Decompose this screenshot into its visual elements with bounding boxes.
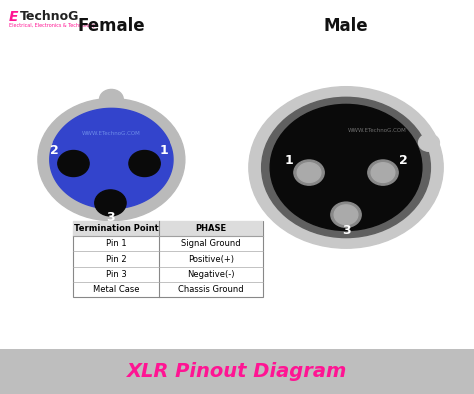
Circle shape	[371, 163, 395, 182]
Circle shape	[331, 202, 361, 227]
Text: Pin 1: Pin 1	[106, 239, 127, 248]
Circle shape	[262, 97, 430, 238]
Circle shape	[297, 163, 321, 182]
Text: 3: 3	[106, 212, 115, 224]
Text: 1: 1	[285, 154, 293, 167]
Circle shape	[129, 151, 160, 177]
Circle shape	[334, 205, 358, 225]
Text: XLR Pinout Diagram: XLR Pinout Diagram	[127, 362, 347, 381]
Text: Electrical, Electronics & Technology: Electrical, Electronics & Technology	[9, 23, 95, 28]
Circle shape	[38, 98, 185, 221]
Bar	[73, 221, 263, 236]
Circle shape	[100, 89, 123, 109]
Text: Male: Male	[324, 17, 368, 35]
Circle shape	[95, 190, 126, 216]
Text: E: E	[9, 10, 18, 24]
Text: WWW.ETechnoG.COM: WWW.ETechnoG.COM	[82, 132, 141, 136]
Text: 3: 3	[342, 224, 350, 237]
Text: 1: 1	[159, 145, 168, 157]
Text: Negative(-): Negative(-)	[187, 270, 235, 279]
Text: Pin 2: Pin 2	[106, 255, 127, 264]
Circle shape	[270, 104, 422, 230]
Text: PHASE: PHASE	[195, 224, 227, 233]
Circle shape	[294, 160, 324, 185]
Circle shape	[419, 134, 439, 151]
Text: 2: 2	[399, 154, 407, 167]
Circle shape	[368, 160, 398, 185]
Text: Pin 3: Pin 3	[106, 270, 127, 279]
Text: Metal Case: Metal Case	[93, 285, 139, 294]
Text: Signal Ground: Signal Ground	[181, 239, 241, 248]
Text: 2: 2	[50, 145, 59, 157]
Polygon shape	[50, 108, 173, 209]
Text: Termination Point: Termination Point	[74, 224, 158, 233]
Text: WWW.ETechnoG.COM: WWW.ETechnoG.COM	[347, 128, 406, 132]
Bar	[73, 221, 263, 297]
Text: Chassis Ground: Chassis Ground	[178, 285, 244, 294]
Circle shape	[58, 151, 89, 177]
Circle shape	[249, 87, 443, 248]
Text: TechnoG: TechnoG	[20, 10, 79, 23]
Bar	[0, 349, 474, 394]
Text: Positive(+): Positive(+)	[188, 255, 234, 264]
Text: Female: Female	[78, 17, 145, 35]
